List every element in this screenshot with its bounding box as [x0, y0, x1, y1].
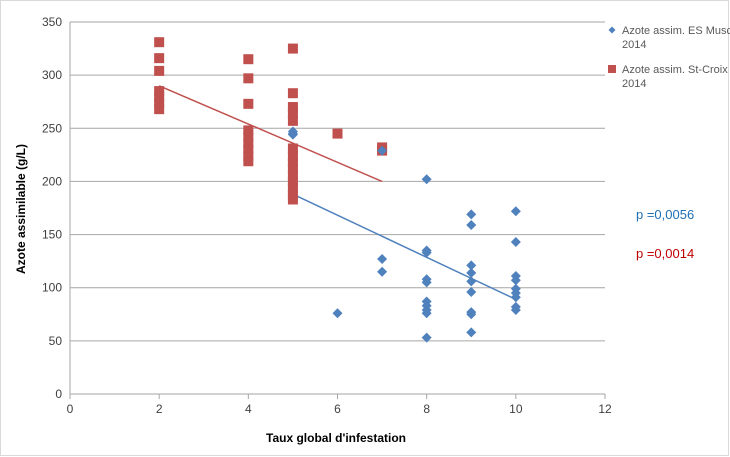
data-point-muscat — [287, 129, 298, 140]
data-point-stcroix — [243, 150, 254, 161]
data-point-stcroix — [287, 176, 298, 187]
data-point-stcroix — [287, 43, 298, 54]
trendlines — [158, 85, 517, 301]
data-point-muscat — [466, 276, 477, 287]
data-point-stcroix — [287, 189, 298, 200]
data-point-muscat — [377, 145, 388, 156]
y-tick-label: 150 — [42, 228, 62, 242]
data-point-stcroix — [154, 65, 165, 76]
data-point-muscat — [466, 267, 477, 278]
x-tick-label: 2 — [156, 402, 163, 416]
data-point-stcroix — [154, 37, 165, 48]
y-tick-label: 100 — [42, 281, 62, 295]
data-point-muscat — [466, 286, 477, 297]
p-value-stcroix: p =0,0014 — [636, 246, 695, 261]
legend: Azote assim. ES Muscat 2014 Azote assim. S… — [608, 25, 730, 90]
data-point-muscat — [466, 327, 477, 338]
x-tick-label: 6 — [334, 402, 341, 416]
data-point-stcroix — [287, 194, 298, 205]
data-point-stcroix — [243, 125, 254, 136]
data-point-stcroix — [287, 108, 298, 119]
data-point-stcroix — [243, 156, 254, 167]
data-point-stcroix — [287, 143, 298, 154]
data-point-stcroix — [154, 97, 165, 108]
data-point-stcroix — [287, 102, 298, 113]
data-point-stcroix — [154, 53, 165, 64]
data-point-stcroix — [287, 115, 298, 126]
data-point-stcroix — [287, 170, 298, 181]
legend-label-stcroix: Azote assim. St-Croix 2014 — [622, 64, 728, 90]
x-axis-title: Taux global d'infestation — [266, 431, 406, 445]
data-points — [154, 37, 521, 343]
y-tick-label: 350 — [42, 15, 62, 29]
data-point-muscat — [510, 237, 521, 248]
data-point-muscat — [332, 308, 343, 319]
legend-marker-muscat — [608, 26, 616, 34]
data-point-stcroix — [287, 182, 298, 193]
y-tick-label: 0 — [55, 387, 62, 401]
y-tick-label: 300 — [42, 68, 62, 82]
y-tick-labels: 0 50 100 150 200 250 300 350 — [42, 15, 62, 401]
data-point-stcroix — [332, 128, 343, 139]
data-point-muscat — [377, 266, 388, 277]
data-point-muscat — [466, 209, 477, 220]
data-point-muscat — [421, 247, 432, 258]
y-axis-title: Azote assimilable (g/L) — [14, 144, 28, 274]
x-tick-label: 0 — [67, 402, 74, 416]
data-point-muscat — [510, 305, 521, 316]
data-point-muscat — [377, 254, 388, 265]
y-tick-label: 200 — [42, 174, 62, 188]
data-point-muscat — [421, 277, 432, 288]
data-point-stcroix — [243, 54, 254, 65]
data-point-stcroix — [243, 138, 254, 149]
x-tick-label: 8 — [423, 402, 430, 416]
data-point-stcroix — [243, 73, 254, 84]
data-point-muscat — [510, 292, 521, 303]
data-point-stcroix — [287, 150, 298, 161]
data-point-stcroix — [287, 163, 298, 174]
data-point-stcroix — [243, 144, 254, 155]
x-tick-label: 12 — [598, 402, 612, 416]
legend-marker-stcroix — [608, 65, 616, 73]
gridlines — [70, 21, 605, 342]
x-tick-labels: 0 2 4 6 8 10 12 — [67, 402, 612, 416]
data-point-muscat — [510, 206, 521, 217]
data-point-muscat — [421, 332, 432, 343]
p-value-muscat: p =0,0056 — [636, 207, 695, 222]
data-point-stcroix — [287, 88, 298, 99]
trendline — [158, 85, 383, 183]
data-point-muscat — [421, 308, 432, 319]
data-point-stcroix — [287, 157, 298, 168]
data-point-stcroix — [243, 131, 254, 142]
y-tick-label: 50 — [49, 334, 63, 348]
data-point-stcroix — [243, 98, 254, 109]
data-point-muscat — [466, 220, 477, 231]
data-point-muscat — [466, 309, 477, 320]
x-tick-label: 4 — [245, 402, 252, 416]
x-tick-label: 10 — [509, 402, 523, 416]
data-point-muscat — [421, 174, 432, 185]
legend-label-muscat: Azote assim. ES Muscat 2014 — [622, 25, 730, 51]
y-tick-label: 250 — [42, 121, 62, 135]
data-point-muscat — [510, 275, 521, 286]
data-point-stcroix — [154, 104, 165, 115]
data-point-stcroix — [154, 86, 165, 97]
data-point-stcroix — [154, 91, 165, 102]
data-point-muscat — [466, 260, 477, 271]
trendline — [292, 193, 517, 301]
axes — [69, 22, 606, 399]
